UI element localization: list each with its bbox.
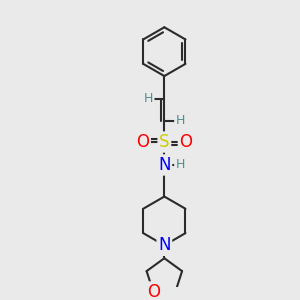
Text: O: O [179, 133, 192, 151]
Text: O: O [147, 283, 160, 300]
Text: S: S [159, 133, 169, 151]
Text: N: N [158, 236, 171, 254]
Text: H: H [176, 114, 185, 127]
Text: H: H [144, 92, 153, 106]
Text: O: O [136, 133, 149, 151]
Text: N: N [158, 156, 171, 174]
Text: H: H [176, 158, 185, 172]
